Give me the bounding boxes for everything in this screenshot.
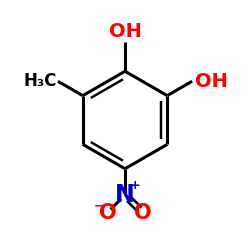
Text: OH: OH [194, 72, 228, 91]
Text: +: + [129, 179, 140, 192]
Text: OH: OH [108, 22, 142, 41]
Text: N: N [115, 183, 135, 207]
Text: O: O [134, 203, 152, 223]
Text: H₃C: H₃C [23, 72, 57, 90]
Text: O: O [98, 203, 116, 223]
Text: −: − [93, 199, 104, 212]
